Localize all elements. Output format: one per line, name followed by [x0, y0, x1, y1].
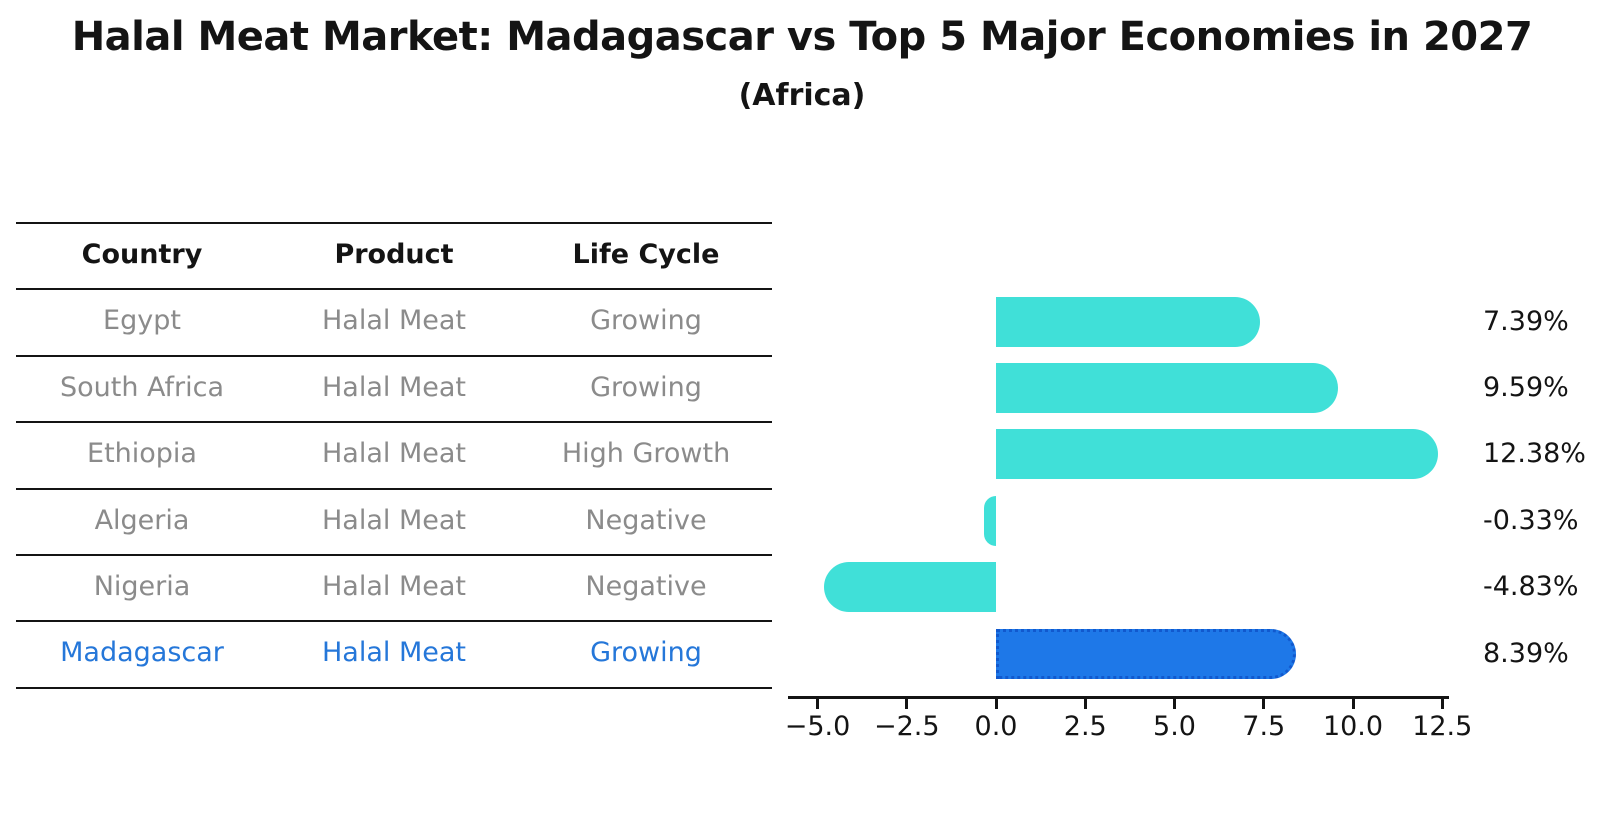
bar-madagascar	[996, 628, 1296, 679]
bar-south-africa	[996, 363, 1339, 413]
bar-value-label: 7.39%	[1483, 305, 1569, 337]
table-cell-country: Egypt	[103, 305, 181, 336]
table-cell-lifecycle: Negative	[585, 505, 707, 536]
x-axis-tick	[994, 699, 998, 709]
bar-egypt	[996, 296, 1260, 347]
table-cell-product: Halal Meat	[321, 305, 467, 336]
table-cell-product: Halal Meat	[321, 571, 467, 602]
bar-nigeria	[823, 562, 996, 613]
bar-ethiopia	[996, 429, 1438, 480]
table-cell-country: Madagascar	[60, 637, 224, 668]
table-cell-lifecycle: Growing	[590, 637, 702, 668]
table-cell-product: Halal Meat	[321, 637, 467, 668]
table-row-madagascar: Madagascar Halal Meat Growing	[16, 620, 772, 686]
table-cell-country: Nigeria	[93, 571, 191, 602]
x-axis-tick-label: −5.0	[784, 711, 851, 742]
table-row-egypt: Egypt Halal Meat Growing	[16, 288, 772, 354]
x-axis-tick	[1440, 699, 1444, 709]
table-cell-product: Halal Meat	[321, 372, 467, 403]
table-row-ethiopia: Ethiopia Halal Meat High Growth	[16, 421, 772, 487]
column-header-lifecycle: Life Cycle	[572, 239, 720, 270]
table-rule	[16, 620, 772, 622]
bar-value-label: 9.59%	[1483, 372, 1569, 403]
table-cell-lifecycle: Growing	[590, 372, 702, 403]
table-cell-lifecycle: Negative	[585, 571, 707, 602]
bar-value-label: 8.39%	[1483, 637, 1569, 669]
table-cell-lifecycle: Growing	[590, 305, 702, 336]
x-axis	[788, 696, 1449, 699]
chart-subtitle: (Africa)	[738, 78, 866, 113]
table-rule	[16, 288, 772, 290]
x-axis-tick	[1351, 699, 1355, 709]
table-row-nigeria: Nigeria Halal Meat Negative	[16, 554, 772, 620]
x-axis-tick	[1083, 699, 1087, 709]
x-axis-tick-label: 5.0	[1153, 711, 1196, 742]
table-header-row: Country Product Life Cycle	[16, 222, 772, 288]
table-cell-product: Halal Meat	[321, 505, 467, 536]
table-rule	[16, 222, 772, 224]
x-axis-tick-label: −2.5	[873, 711, 940, 742]
bar-value-label: -4.83%	[1483, 571, 1579, 603]
table-rule	[16, 421, 772, 423]
chart-title: Halal Meat Market: Madagascar vs Top 5 M…	[71, 14, 1533, 60]
table-row-algeria: Algeria Halal Meat Negative	[16, 488, 772, 554]
table-cell-country: Algeria	[94, 505, 190, 536]
table-cell-country: South Africa	[59, 372, 225, 403]
x-axis-tick-label: 12.5	[1412, 711, 1473, 742]
x-axis-tick	[816, 699, 819, 709]
table-cell-country: Ethiopia	[87, 438, 197, 469]
table-cell-lifecycle: High Growth	[561, 438, 731, 469]
x-axis-tick	[905, 699, 909, 709]
table-rule	[16, 488, 772, 490]
table-row-south-africa: South Africa Halal Meat Growing	[16, 355, 772, 421]
table-rule	[16, 554, 772, 556]
x-axis-tick	[1262, 699, 1266, 709]
column-header-product: Product	[334, 239, 454, 270]
bar-value-label: -0.33%	[1483, 504, 1579, 536]
x-axis-tick-label: 2.5	[1063, 711, 1107, 742]
bar-value-label: 12.38%	[1483, 438, 1586, 470]
table-cell-product: Halal Meat	[321, 438, 467, 469]
table-rule	[16, 355, 772, 357]
x-axis-tick-label: 10.0	[1322, 711, 1384, 742]
table-rule	[16, 687, 772, 689]
x-axis-tick	[1173, 699, 1176, 709]
x-axis-tick-label: 0.0	[974, 711, 1018, 742]
x-axis-tick-label: 7.5	[1242, 711, 1286, 742]
column-header-country: Country	[81, 239, 203, 270]
bar-algeria	[984, 495, 996, 546]
